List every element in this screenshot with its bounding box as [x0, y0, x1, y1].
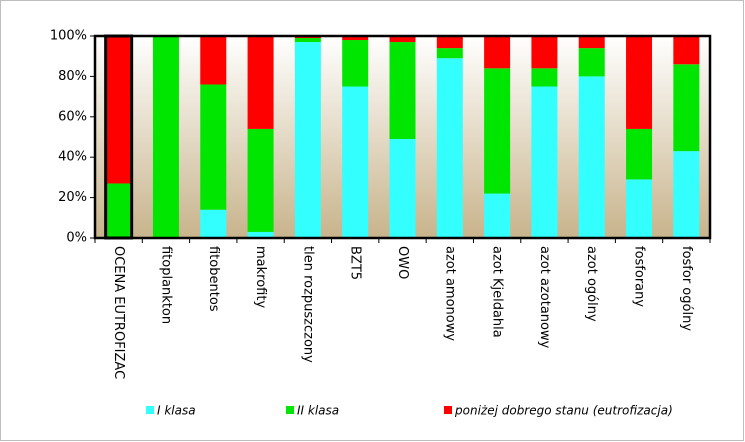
bar-segment — [578, 36, 605, 49]
bar-segment — [389, 139, 416, 238]
x-tick-label: fitobentos — [206, 246, 221, 312]
y-tick-label: 60% — [58, 109, 87, 124]
x-tick-label: fosfor ogólny — [679, 246, 694, 331]
bar-segment — [105, 36, 132, 184]
y-tick-label: 80% — [58, 69, 87, 84]
legend-swatch — [146, 406, 154, 414]
bar-segment — [484, 68, 511, 194]
bar-segment — [342, 40, 369, 87]
bar-segment — [105, 183, 132, 238]
bar-segment — [436, 48, 463, 59]
bar-segment — [294, 38, 321, 43]
bar-segment — [484, 36, 511, 69]
y-tick-label: 20% — [58, 190, 87, 205]
x-tick-label: OCENA EUTROFIZAC — [111, 246, 126, 379]
bar-segment — [531, 86, 558, 238]
x-tick-label: azot azotanowy — [537, 246, 552, 349]
legend-label: I klasa — [157, 404, 196, 418]
bar-segment — [578, 76, 605, 239]
bar-segment — [247, 128, 274, 232]
bar-segment — [531, 36, 558, 69]
bar-segment — [436, 58, 463, 238]
bar-segment — [484, 193, 511, 238]
x-tick-label: makrofity — [253, 246, 268, 308]
bar-segment — [389, 36, 416, 43]
x-tick-label: fosforany — [632, 246, 647, 307]
legend-label: poniżej dobrego stanu (eutrofizacja) — [454, 404, 673, 418]
bar-segment — [389, 42, 416, 140]
bar-segment — [200, 36, 227, 85]
bar-segment — [436, 36, 463, 49]
legend-label: II klasa — [297, 404, 339, 418]
bar-segment — [342, 36, 369, 41]
bar-segment — [673, 64, 700, 152]
legend-swatch — [444, 406, 452, 414]
legend-swatch — [286, 406, 294, 414]
x-tick-label: azot amonowy — [442, 246, 457, 341]
bar-segment — [673, 151, 700, 238]
x-tick-label: BZT5 — [348, 246, 363, 280]
x-tick-label: azot Kjeldahla — [490, 246, 505, 338]
x-tick-label: azot ogólny — [584, 246, 599, 322]
bar-segment — [342, 86, 369, 238]
bar-segment — [626, 128, 653, 180]
plot-border — [93, 34, 712, 240]
bar-segment — [626, 36, 653, 129]
bar-segment — [152, 36, 179, 238]
bar-segment — [626, 179, 653, 238]
bar-segment — [578, 48, 605, 77]
y-tick-label: 100% — [50, 29, 87, 44]
x-tick-label: fitoplankton — [158, 246, 173, 324]
bar-segment — [247, 231, 274, 238]
x-tick-label: OWO — [395, 246, 410, 279]
x-tick-label: tlen rozpuszczony — [300, 246, 315, 363]
bar-segment — [673, 36, 700, 65]
bar-segment — [531, 68, 558, 87]
y-tick-label: 40% — [58, 150, 87, 165]
bar-segment — [247, 36, 274, 129]
bar-segment — [200, 209, 227, 238]
y-tick-label: 0% — [66, 231, 87, 246]
bar-segment — [200, 84, 227, 210]
bar-segment — [294, 42, 321, 239]
